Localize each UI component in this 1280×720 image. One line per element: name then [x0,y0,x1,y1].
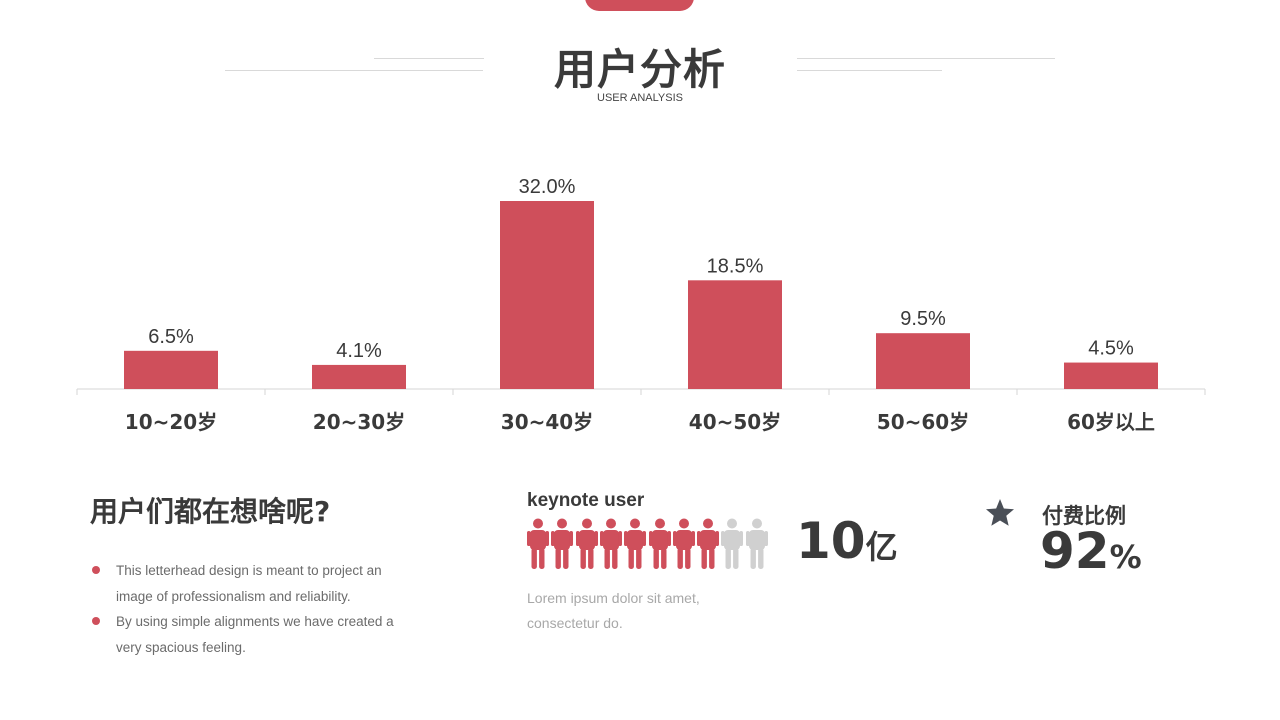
title-rule-left-short [374,58,484,59]
page-subtitle: USER ANALYSIS [597,92,683,104]
bullet-item: This letterhead design is meant to proje… [92,558,412,609]
section-title: 用户们都在想啥呢? [90,495,331,528]
bar-value-label: 32.0% [519,176,576,198]
bullet-text: By using simple alignments we have creat… [116,614,394,655]
person-icon [527,518,549,569]
bar [688,280,782,389]
bar [500,201,594,389]
bar [124,350,218,389]
category-label: 30~40岁 [501,410,593,434]
keynote-value: 10 [796,512,866,570]
bar-value-label: 9.5% [900,308,946,330]
keynote-unit: 亿 [865,528,898,566]
bar [876,333,970,389]
bar [1064,362,1158,389]
bar-value-label: 6.5% [148,326,194,348]
person-icon [551,518,574,569]
page-title: 用户分析 [553,45,726,94]
person-icon [697,518,720,569]
keynote-description: Lorem ipsum dolor sit amet, consectetur … [527,590,700,631]
bar-value-label: 4.1% [336,340,382,362]
people-icon-row [527,518,768,572]
top-accent-tab [585,0,694,11]
person-icon [575,518,598,569]
category-label: 20~30岁 [313,410,405,434]
paid-value-number: 92 [1040,522,1110,580]
bullet-item: By using simple alignments we have creat… [92,609,412,660]
person-icon [624,518,647,569]
person-icon [648,518,671,569]
bullet-list: This letterhead design is meant to proje… [92,558,412,660]
paid-value-unit: % [1109,538,1142,576]
paid-ratio-label: 付费比例 [1042,504,1126,528]
bar-value-label: 18.5% [707,255,764,277]
person-icon [672,518,695,569]
category-label: 50~60岁 [877,410,969,434]
title-rule-left-long [225,70,483,71]
bar [312,364,406,389]
keynote-user-count: 10亿 [796,512,898,570]
category-label: 10~20岁 [125,410,217,434]
bullet-text: This letterhead design is meant to proje… [116,563,382,604]
bullet-dot-icon [92,617,100,625]
keynote-label: keynote user [527,490,645,511]
bullet-dot-icon [92,566,100,574]
age-bar-chart: 6.5% 10~20岁 4.1% 20~30岁 32.0% 30~40岁 18.5% 40~5… [76,176,1206,434]
person-icon [745,518,768,569]
person-icon [599,518,622,569]
category-label: 60岁以上 [1067,410,1155,434]
star-icon [986,499,1014,526]
category-label: 40~50岁 [689,410,781,434]
title-rule-right-long [797,58,1055,59]
person-icon [721,518,744,569]
title-rule-right-short [797,70,942,71]
bar-value-label: 4.5% [1088,338,1134,360]
paid-ratio-value: 92% [1040,522,1142,580]
